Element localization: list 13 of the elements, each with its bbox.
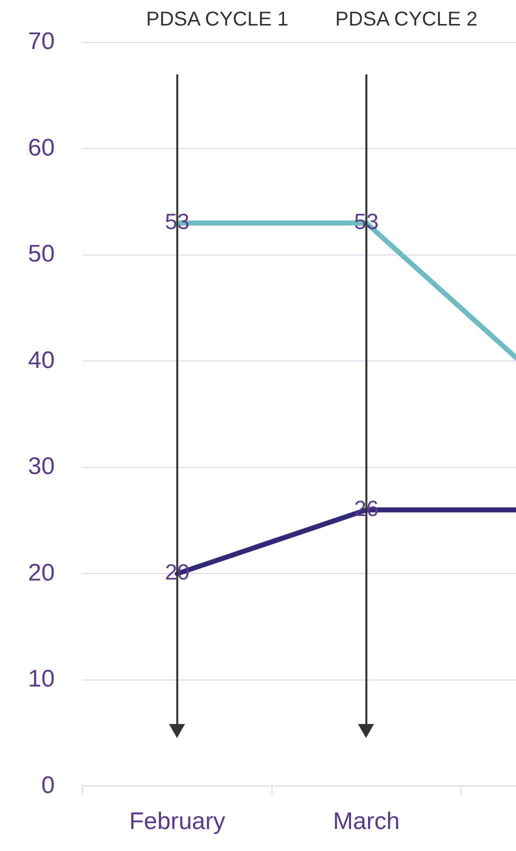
y-tick-label: 30 [28, 453, 55, 480]
ref-line-label: PDSA CYCLE 1 [146, 8, 288, 31]
y-tick-label: 10 [28, 666, 55, 693]
y-tick-label: 70 [28, 28, 55, 56]
y-tick-label: 60 [28, 134, 55, 162]
x-tick-label: February [129, 808, 226, 836]
y-tick-label: 0 [41, 772, 55, 799]
x-tick-label: March [333, 808, 400, 836]
y-tick-label: 50 [28, 240, 55, 268]
y-tick-label: 40 [28, 346, 55, 374]
ref-line-label: PDSA CYCLE 2 [335, 8, 478, 31]
data-label: 26 [354, 496, 379, 521]
y-tick-label: 20 [28, 559, 55, 586]
